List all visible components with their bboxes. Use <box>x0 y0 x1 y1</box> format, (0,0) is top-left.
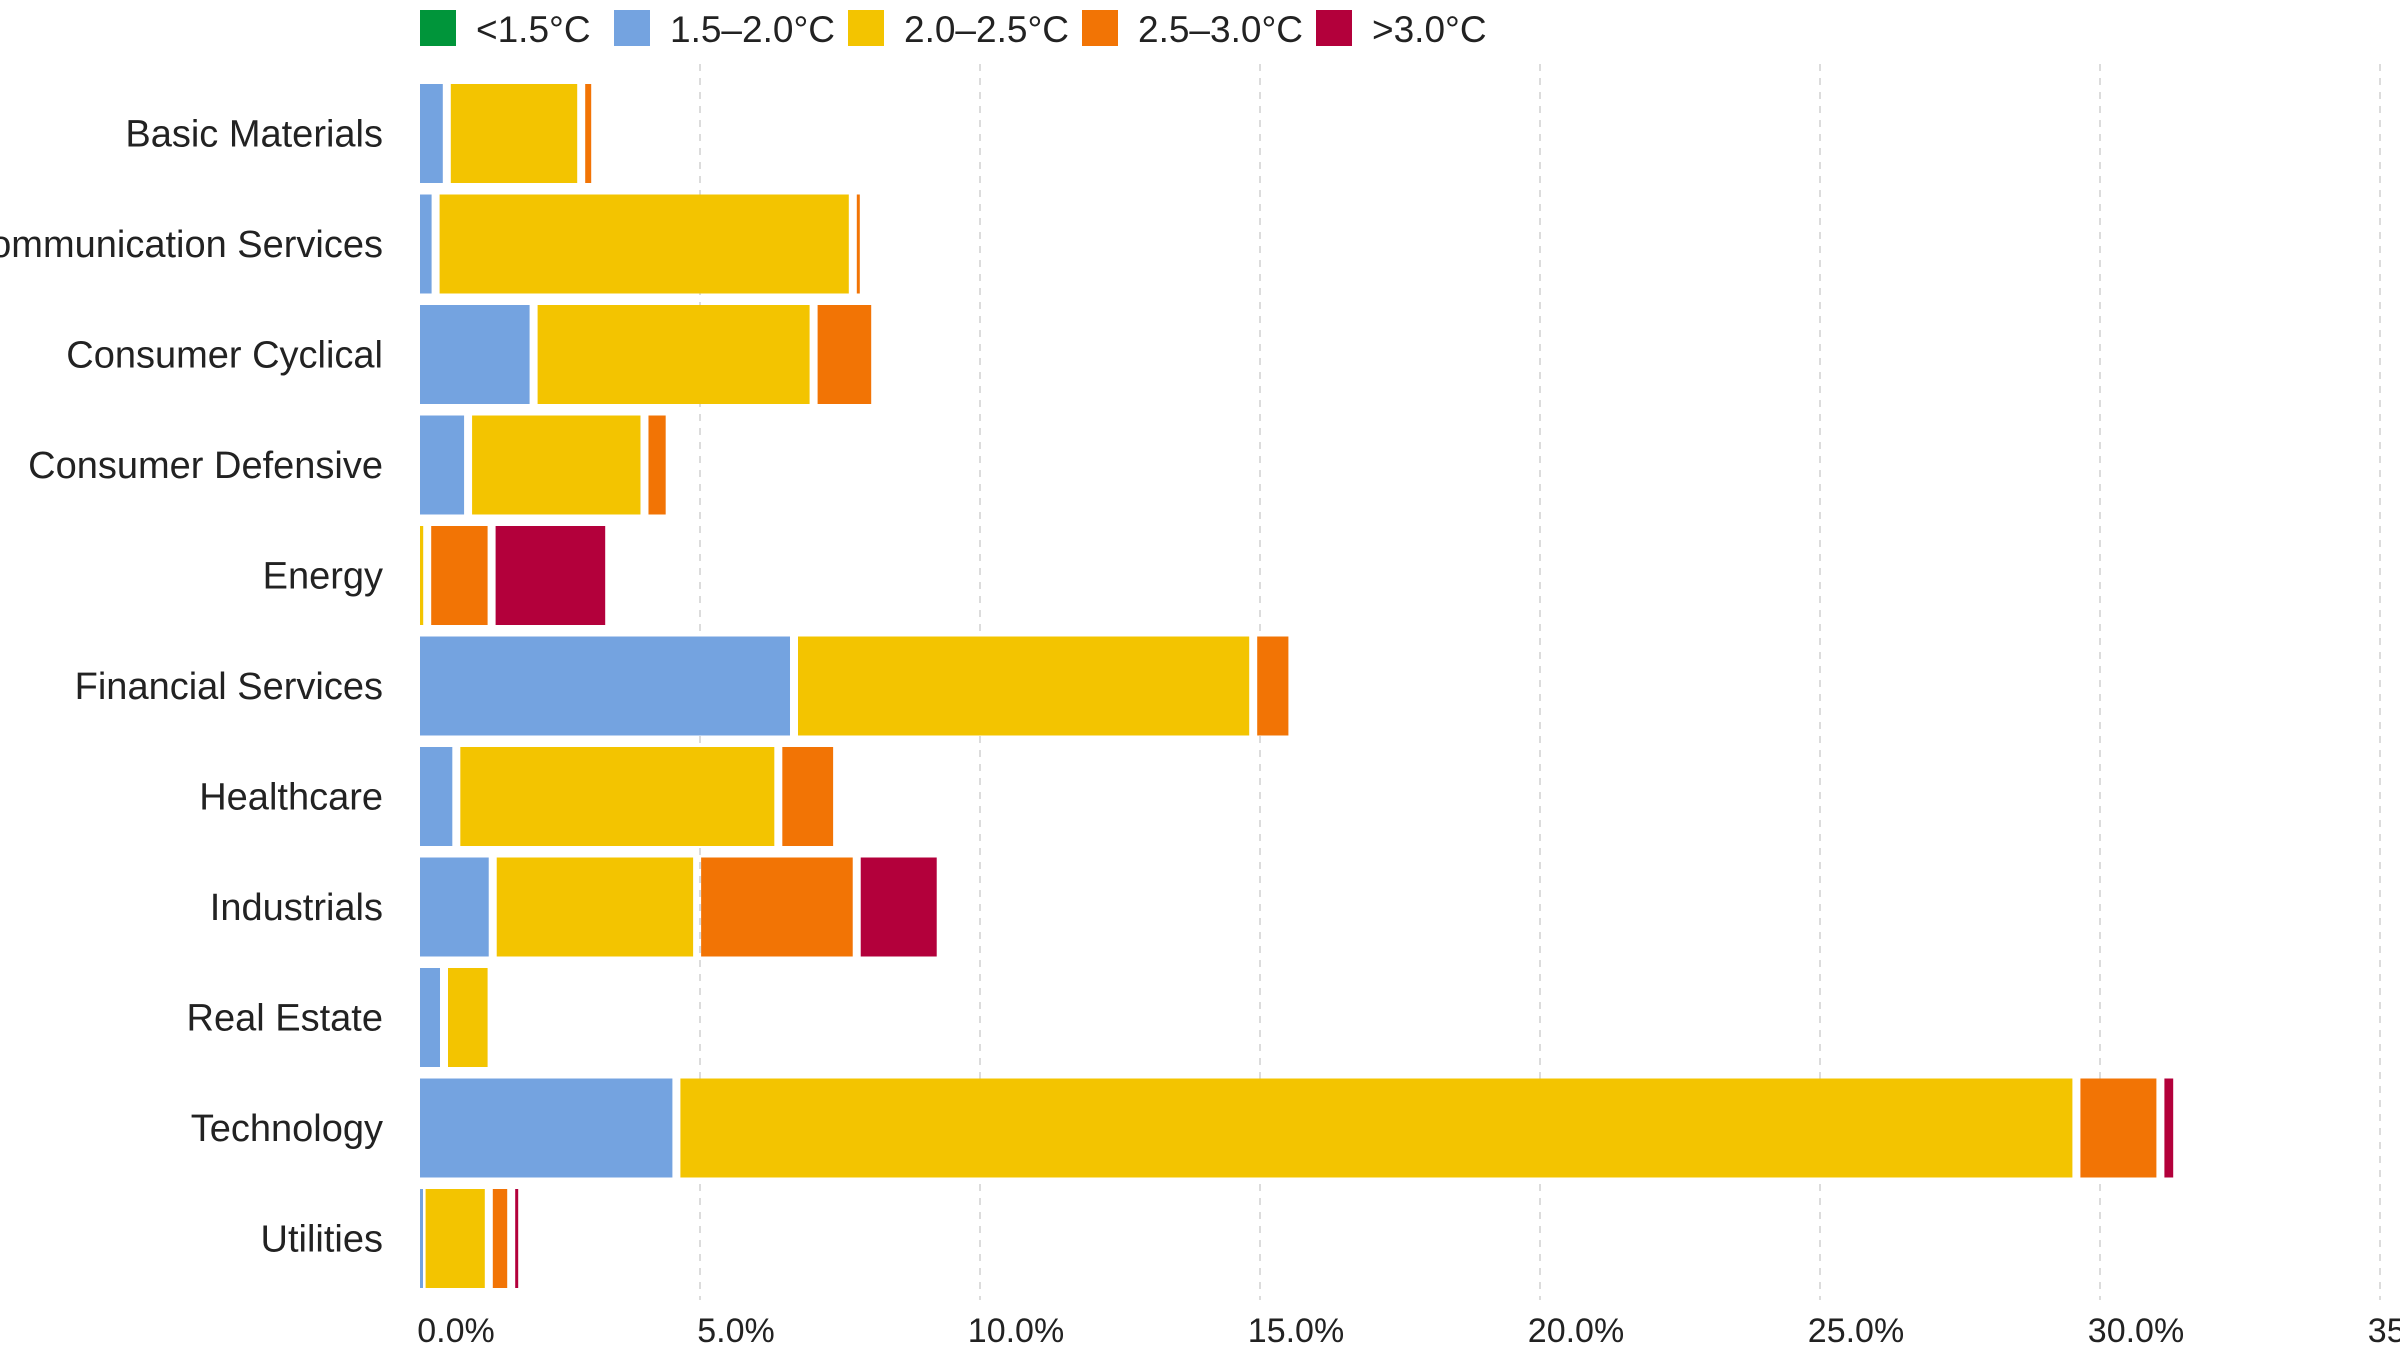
bar-financial-services-2-5-3-0-c <box>1257 636 1289 736</box>
bar-technology-1-5-2-0-c <box>420 1078 673 1178</box>
category-label-consumer-cyclical: Consumer Cyclical <box>66 335 383 377</box>
x-tick-label: 35.0% <box>2368 1312 2400 1350</box>
bar-healthcare-1-5-2-0-c <box>420 747 453 846</box>
bar-technology-3-0-c <box>2164 1078 2174 1178</box>
bar-technology-2-0-2-5-c <box>680 1078 2073 1178</box>
bar-consumer-cyclical-1-5-2-0-c <box>420 305 530 404</box>
bar-energy-3-0-c <box>495 526 606 625</box>
category-label-technology: Technology <box>191 1108 383 1150</box>
category-label-energy: Energy <box>263 556 383 598</box>
bar-communication-services-1-5-2-0-c <box>420 194 432 294</box>
bar-utilities-2-5-3-0-c <box>492 1189 508 1288</box>
legend-label-2-0-2-5-c: 2.0–2.5°C <box>904 9 1069 50</box>
category-label-basic-materials: Basic Materials <box>125 114 383 156</box>
bar-communication-services-2-0-2-5-c <box>439 194 849 294</box>
bar-technology-2-5-3-0-c <box>2080 1078 2157 1178</box>
bar-consumer-defensive-1-5-2-0-c <box>420 415 465 515</box>
bar-basic-materials-2-5-3-0-c <box>585 84 592 183</box>
bar-utilities-1-5-2-0-c <box>420 1189 423 1288</box>
category-label-utilities: Utilities <box>261 1219 383 1261</box>
x-axis-ticks: 0.0% 5.0% 10.0% 15.0% 20.0% 25.0% 30.0% 35.0% <box>417 1312 2400 1350</box>
category-label-financial-services: Financial Services <box>75 666 383 708</box>
legend: <1.5°C 1.5–2.0°C 2.0–2.5°C 2.5–3.0°C >3.0°C <box>420 9 1487 50</box>
legend-label-2-5-3-0-c: 2.5–3.0°C <box>1138 9 1303 50</box>
x-tick-label: 30.0% <box>2088 1312 2184 1350</box>
bar-consumer-cyclical-2-0-2-5-c <box>537 305 810 404</box>
category-label-communication-services: Communication Services <box>0 224 383 266</box>
bar-consumer-defensive-2-5-3-0-c <box>648 415 666 515</box>
bar-basic-materials-2-0-2-5-c <box>450 84 578 183</box>
legend-swatch-3-0-c <box>1316 10 1352 46</box>
legend-swatch-2-0-2-5-c <box>848 10 884 46</box>
bar-real-estate-2-0-2-5-c <box>448 968 488 1067</box>
bar-industrials-1-5-2-0-c <box>420 857 489 957</box>
bar-healthcare-2-0-2-5-c <box>460 747 775 846</box>
category-label-real-estate: Real Estate <box>187 998 383 1040</box>
bar-industrials-3-0-c <box>860 857 937 957</box>
bar-industrials-2-0-2-5-c <box>496 857 694 957</box>
bar-healthcare-2-5-3-0-c <box>782 747 834 846</box>
bar-communication-services-2-5-3-0-c <box>856 194 860 294</box>
legend-swatch-1-5-2-0-c <box>614 10 650 46</box>
x-tick-label: 10.0% <box>968 1312 1064 1350</box>
category-label-consumer-defensive: Consumer Defensive <box>28 445 383 487</box>
x-tick-label: 15.0% <box>1248 1312 1344 1350</box>
category-label-healthcare: Healthcare <box>199 777 383 819</box>
legend-label-1-5-2-0-c: 1.5–2.0°C <box>670 9 835 50</box>
x-tick-label: 5.0% <box>697 1312 775 1350</box>
bar-industrials-2-5-3-0-c <box>701 857 853 957</box>
bar-financial-services-1-5-2-0-c <box>420 636 790 736</box>
bar-basic-materials-1-5-2-0-c <box>420 84 443 183</box>
x-tick-label: 25.0% <box>1808 1312 1904 1350</box>
bar-consumer-defensive-2-0-2-5-c <box>472 415 641 515</box>
legend-label-3-0-c: >3.0°C <box>1372 9 1487 50</box>
x-tick-label: 20.0% <box>1528 1312 1624 1350</box>
category-labels: Basic Materials Communication Services Con… <box>0 114 383 1261</box>
bars <box>420 84 2174 1288</box>
bar-energy-2-5-3-0-c <box>431 526 488 625</box>
legend-label-1-5-c: <1.5°C <box>476 9 591 50</box>
category-label-industrials: Industrials <box>210 887 383 929</box>
bar-consumer-cyclical-2-5-3-0-c <box>817 305 872 404</box>
legend-swatch-1-5-c <box>420 10 456 46</box>
legend-swatch-2-5-3-0-c <box>1082 10 1118 46</box>
bar-utilities-3-0-c <box>515 1189 519 1288</box>
bar-real-estate-1-5-2-0-c <box>420 968 440 1067</box>
bar-energy-2-0-2-5-c <box>420 526 424 625</box>
x-tick-label: 0.0% <box>417 1312 495 1350</box>
bar-financial-services-2-0-2-5-c <box>798 636 1250 736</box>
bar-utilities-2-0-2-5-c <box>425 1189 485 1288</box>
